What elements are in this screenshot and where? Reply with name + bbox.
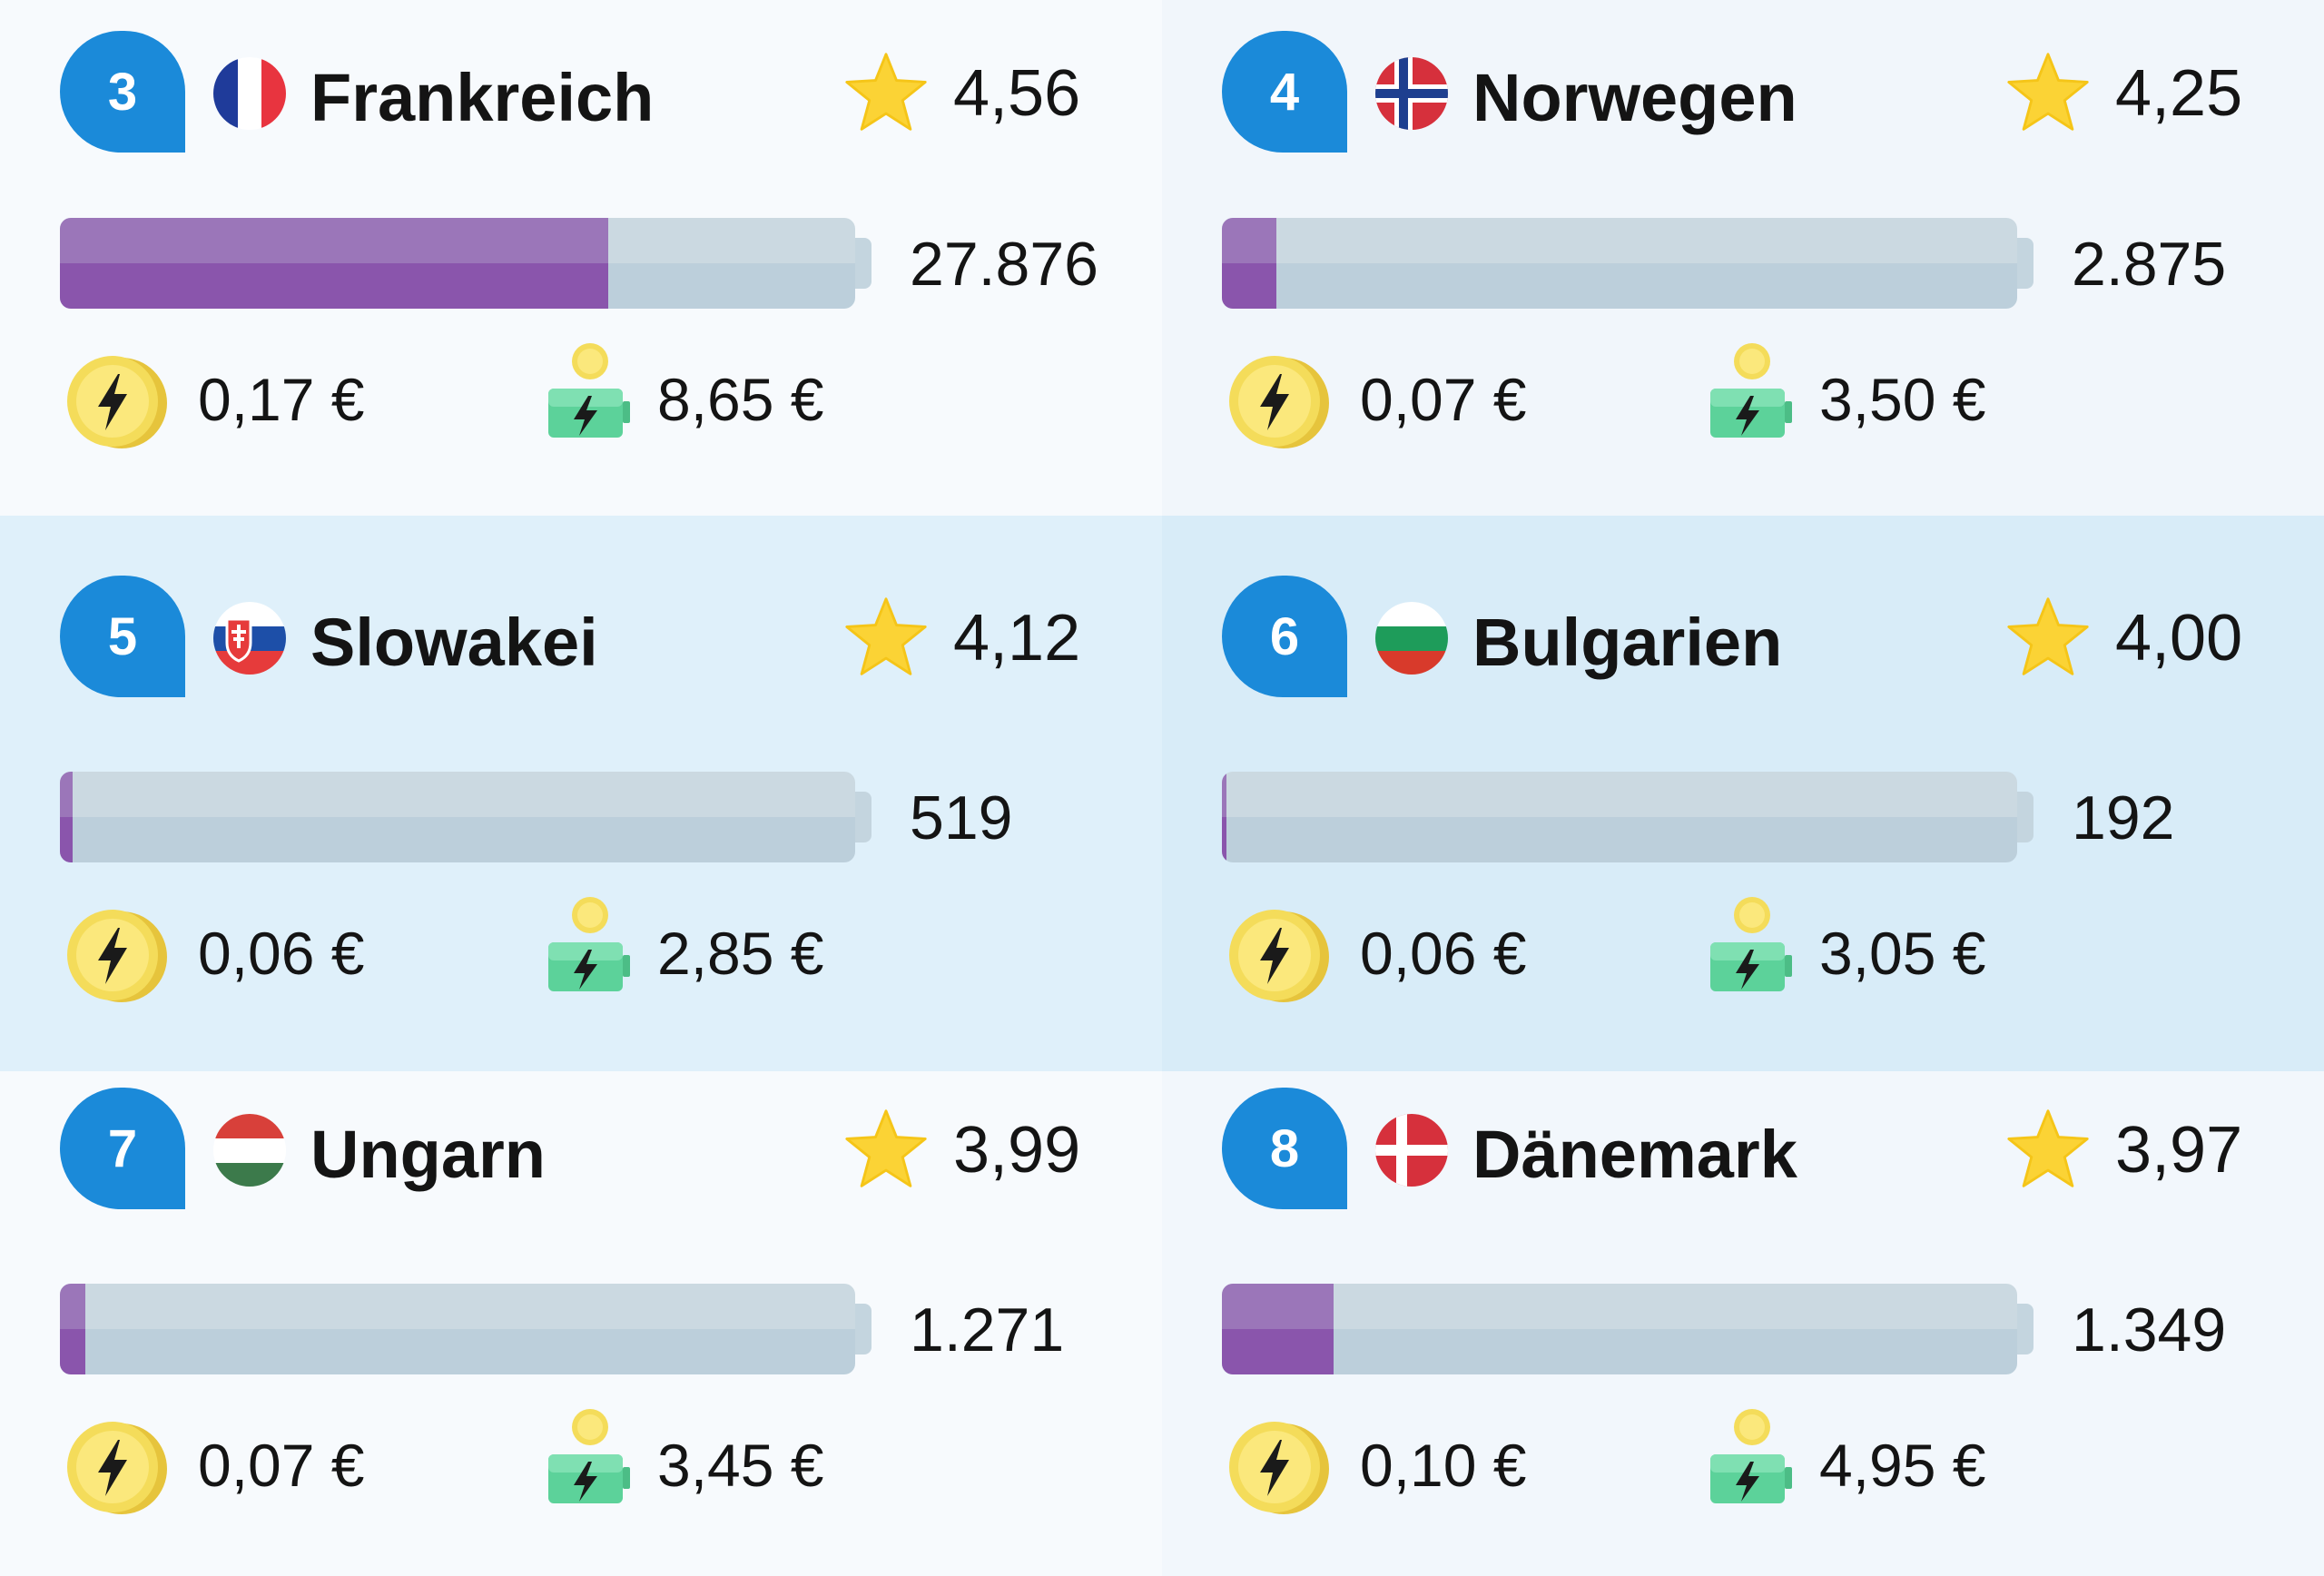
- price-per-kwh: 0,17 €: [198, 366, 365, 433]
- norway-flag-icon: [1374, 56, 1449, 131]
- price-per-kwh: 0,10 €: [1360, 1432, 1527, 1499]
- star-icon: [842, 49, 930, 136]
- chargers-count: 519: [910, 783, 1013, 852]
- price-full-charge: 3,05 €: [1819, 920, 1986, 987]
- country-card-bulgaria: 6 Bulgarien 4,00 192 0,06 €: [1162, 516, 2324, 1071]
- rating-value: 3,99: [953, 1114, 1081, 1187]
- country-card-slovakia: 5 Slowakei 4,12 519 0,06 €: [0, 516, 1162, 1071]
- price-per-kwh: 0,07 €: [198, 1432, 365, 1499]
- chargers-bar-fill: [1222, 1284, 1334, 1374]
- lightning-coin-icon: [64, 904, 169, 1006]
- country-name: Norwegen: [1472, 60, 1797, 135]
- chargers-bar-fill: [1222, 772, 1227, 862]
- price-per-kwh: 0,06 €: [198, 920, 365, 987]
- country-card-norway: 4 Norwegen 4,25 2.875 0,07 €: [1162, 0, 2324, 516]
- country-card-denmark: 8 Dänemark 3,97 1.349 0,10 €: [1162, 1071, 2324, 1576]
- rating-value: 4,25: [2115, 57, 2243, 130]
- price-full-charge: 3,50 €: [1819, 366, 1986, 433]
- chargers-count: 1.271: [910, 1295, 1065, 1364]
- rating-value: 4,00: [2115, 602, 2243, 675]
- country-name: Dänemark: [1472, 1117, 1797, 1192]
- chargers-bar-fill: [60, 1284, 86, 1374]
- chargers-bar: [1222, 772, 2017, 862]
- country-name: Frankreich: [310, 60, 655, 135]
- chargers-count: 27.876: [910, 230, 1098, 299]
- rank-badge: 7: [60, 1088, 185, 1209]
- lightning-coin-icon: [1226, 904, 1331, 1006]
- rank-badge: 5: [60, 576, 185, 697]
- star-icon: [2004, 594, 2092, 681]
- france-flag-icon: [212, 56, 287, 131]
- star-icon: [2004, 49, 2092, 136]
- battery-coin-icon: [543, 1407, 634, 1507]
- hungary-flag-icon: [212, 1113, 287, 1187]
- price-full-charge: 3,45 €: [657, 1432, 824, 1499]
- battery-coin-icon: [543, 895, 634, 995]
- chargers-bar: [60, 218, 855, 309]
- chargers-bar: [60, 772, 855, 862]
- price-full-charge: 8,65 €: [657, 366, 824, 433]
- chargers-bar-fill: [1222, 218, 1276, 309]
- chargers-count: 2.875: [2072, 230, 2227, 299]
- price-per-kwh: 0,07 €: [1360, 366, 1527, 433]
- lightning-coin-icon: [64, 1416, 169, 1518]
- battery-coin-icon: [1705, 895, 1796, 995]
- price-full-charge: 4,95 €: [1819, 1432, 1986, 1499]
- price-full-charge: 2,85 €: [657, 920, 824, 987]
- chargers-bar-fill: [60, 218, 609, 309]
- chargers-bar-cap: [855, 1304, 872, 1354]
- lightning-coin-icon: [1226, 350, 1331, 452]
- lightning-coin-icon: [64, 350, 169, 452]
- rank-badge: 6: [1222, 576, 1347, 697]
- country-card-france: 3 Frankreich 4,56 27.876 0,17 €: [0, 0, 1162, 516]
- star-icon: [842, 594, 930, 681]
- battery-coin-icon: [1705, 341, 1796, 441]
- chargers-bar-cap: [855, 238, 872, 289]
- rating-value: 3,97: [2115, 1114, 2243, 1187]
- rating-value: 4,12: [953, 602, 1081, 675]
- country-name: Bulgarien: [1472, 605, 1783, 680]
- country-card-hungary: 7 Ungarn 3,99 1.271 0,07 €: [0, 1071, 1162, 1576]
- chargers-bar: [60, 1284, 855, 1374]
- rank-badge: 8: [1222, 1088, 1347, 1209]
- country-name: Slowakei: [310, 605, 598, 680]
- chargers-bar-cap: [855, 792, 872, 842]
- star-icon: [842, 1106, 930, 1193]
- country-name: Ungarn: [310, 1117, 546, 1192]
- rating-value: 4,56: [953, 57, 1081, 130]
- battery-coin-icon: [1705, 1407, 1796, 1507]
- chargers-bar-fill: [60, 772, 74, 862]
- lightning-coin-icon: [1226, 1416, 1331, 1518]
- chargers-count: 192: [2072, 783, 2175, 852]
- bulgaria-flag-icon: [1374, 601, 1449, 675]
- chargers-bar: [1222, 218, 2017, 309]
- denmark-flag-icon: [1374, 1113, 1449, 1187]
- star-icon: [2004, 1106, 2092, 1193]
- chargers-bar-cap: [2017, 1304, 2034, 1354]
- chargers-count: 1.349: [2072, 1295, 2227, 1364]
- chargers-bar: [1222, 1284, 2017, 1374]
- battery-coin-icon: [543, 341, 634, 441]
- price-per-kwh: 0,06 €: [1360, 920, 1527, 987]
- rank-badge: 4: [1222, 31, 1347, 153]
- slovakia-flag-icon: [212, 601, 287, 675]
- chargers-bar-cap: [2017, 238, 2034, 289]
- rank-badge: 3: [60, 31, 185, 153]
- chargers-bar-cap: [2017, 792, 2034, 842]
